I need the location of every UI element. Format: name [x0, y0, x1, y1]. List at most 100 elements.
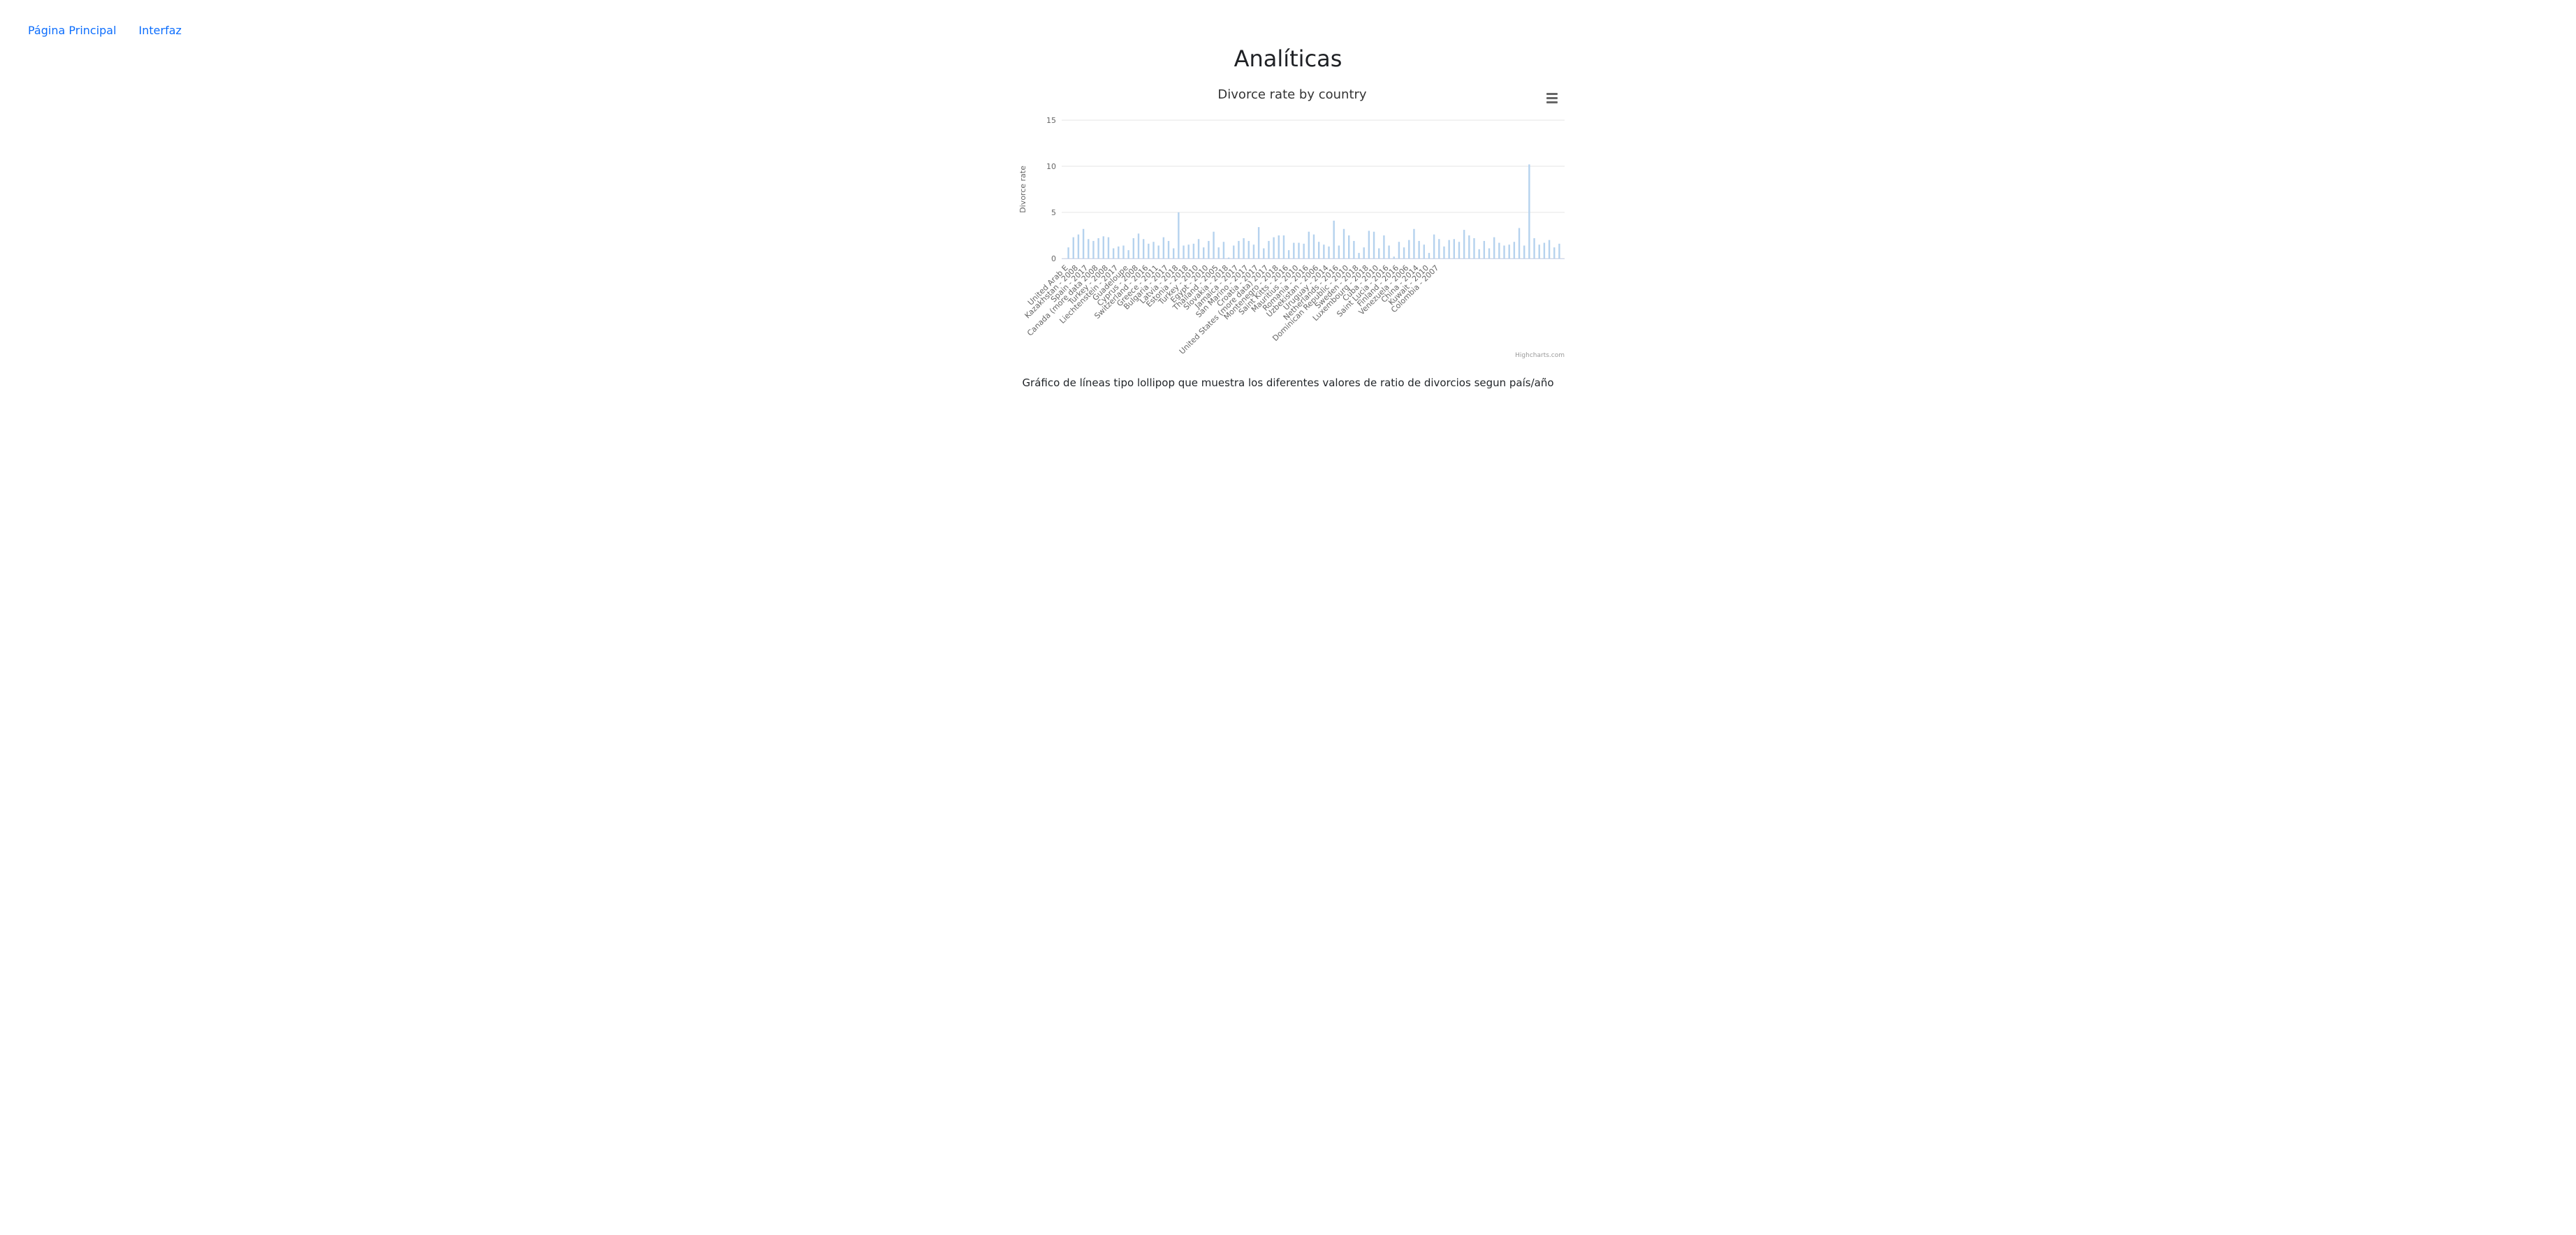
bar[interactable] [1503, 245, 1505, 258]
bar[interactable] [1222, 242, 1225, 258]
bar[interactable] [1217, 247, 1220, 258]
bar[interactable] [1413, 228, 1415, 258]
bar[interactable] [1317, 242, 1320, 258]
bar[interactable] [1282, 235, 1285, 258]
bar[interactable] [1433, 234, 1435, 258]
bar[interactable] [1498, 242, 1500, 258]
bar[interactable] [1493, 237, 1495, 258]
bar[interactable] [1558, 243, 1560, 258]
bar[interactable] [1107, 237, 1110, 258]
bar[interactable] [1112, 248, 1115, 258]
bar[interactable] [1183, 245, 1185, 258]
bar[interactable] [1323, 244, 1325, 258]
bar[interactable] [1293, 242, 1295, 258]
bar[interactable] [1312, 234, 1315, 258]
bar[interactable] [1408, 240, 1410, 258]
bar[interactable] [1122, 245, 1125, 258]
bar[interactable] [1257, 227, 1260, 258]
bar[interactable] [1132, 238, 1135, 258]
bar[interactable] [1142, 239, 1145, 258]
bar[interactable] [1152, 242, 1155, 258]
bar[interactable] [1448, 240, 1450, 258]
bar[interactable] [1203, 247, 1205, 258]
bar[interactable] [1278, 235, 1280, 258]
nav-link-home[interactable]: Página Principal [28, 24, 117, 37]
bar[interactable] [1513, 242, 1516, 258]
bar[interactable] [1238, 240, 1240, 258]
bar[interactable] [1273, 237, 1275, 258]
bar[interactable] [1208, 240, 1210, 258]
bar[interactable] [1172, 248, 1175, 258]
bar[interactable] [1167, 240, 1170, 258]
bar[interactable] [1468, 235, 1470, 258]
bar[interactable] [1067, 247, 1069, 258]
bar[interactable] [1088, 239, 1090, 258]
bar[interactable] [1548, 240, 1551, 258]
bar[interactable] [1528, 164, 1530, 258]
bar[interactable] [1102, 236, 1104, 258]
bar[interactable] [1097, 238, 1099, 258]
bar[interactable] [1333, 220, 1335, 258]
bar[interactable] [1353, 240, 1355, 258]
bar[interactable] [1463, 230, 1465, 258]
bar[interactable] [1243, 238, 1245, 258]
bar[interactable] [1263, 248, 1265, 258]
bar[interactable] [1298, 242, 1300, 258]
chart-credits[interactable]: Highcharts.com [1515, 352, 1565, 359]
bar[interactable] [1388, 245, 1390, 258]
bar[interactable] [1178, 212, 1180, 258]
bar[interactable] [1308, 231, 1310, 258]
bar[interactable] [1473, 238, 1475, 258]
bar[interactable] [1368, 231, 1370, 258]
bar[interactable] [1458, 242, 1461, 258]
bar[interactable] [1543, 242, 1546, 258]
bar[interactable] [1148, 243, 1150, 258]
bar[interactable] [1423, 244, 1425, 258]
bar[interactable] [1092, 240, 1095, 258]
bar[interactable] [1072, 237, 1074, 258]
bar[interactable] [1342, 228, 1345, 258]
bar[interactable] [1127, 250, 1129, 258]
bar[interactable] [1268, 240, 1270, 258]
bar[interactable] [1403, 247, 1405, 258]
bar[interactable] [1508, 244, 1510, 258]
bar[interactable] [1533, 238, 1535, 258]
bar[interactable] [1418, 240, 1420, 258]
bar[interactable] [1252, 244, 1255, 258]
bar[interactable] [1118, 246, 1120, 258]
nav-link-interface[interactable]: Interfaz [138, 24, 182, 37]
bar[interactable] [1233, 245, 1235, 258]
bar[interactable] [1213, 231, 1215, 258]
bar[interactable] [1358, 253, 1360, 258]
bar[interactable] [1363, 247, 1365, 258]
bar[interactable] [1443, 246, 1445, 258]
bar[interactable] [1187, 244, 1190, 258]
bar[interactable] [1338, 245, 1340, 258]
bar[interactable] [1137, 233, 1140, 258]
bar[interactable] [1478, 249, 1480, 258]
bar[interactable] [1428, 253, 1430, 258]
bar[interactable] [1157, 245, 1159, 258]
bar[interactable] [1303, 243, 1305, 258]
bar[interactable] [1538, 244, 1540, 258]
bar[interactable] [1398, 242, 1400, 258]
bar[interactable] [1077, 234, 1080, 258]
bar[interactable] [1197, 239, 1200, 258]
bar[interactable] [1373, 231, 1375, 258]
bar[interactable] [1393, 256, 1395, 258]
bar[interactable] [1348, 235, 1350, 258]
bar[interactable] [1553, 247, 1556, 258]
bar[interactable] [1082, 228, 1085, 258]
bar[interactable] [1523, 245, 1525, 258]
bar[interactable] [1438, 239, 1440, 258]
bar[interactable] [1378, 248, 1380, 258]
chart-menu-button[interactable] [1544, 89, 1560, 106]
bar[interactable] [1247, 240, 1250, 258]
bar[interactable] [1483, 240, 1486, 258]
bar[interactable] [1192, 243, 1195, 258]
bar[interactable] [1518, 228, 1521, 258]
bar[interactable] [1162, 237, 1165, 258]
bar[interactable] [1488, 248, 1491, 258]
bar[interactable] [1287, 250, 1290, 258]
bar[interactable] [1383, 235, 1385, 258]
